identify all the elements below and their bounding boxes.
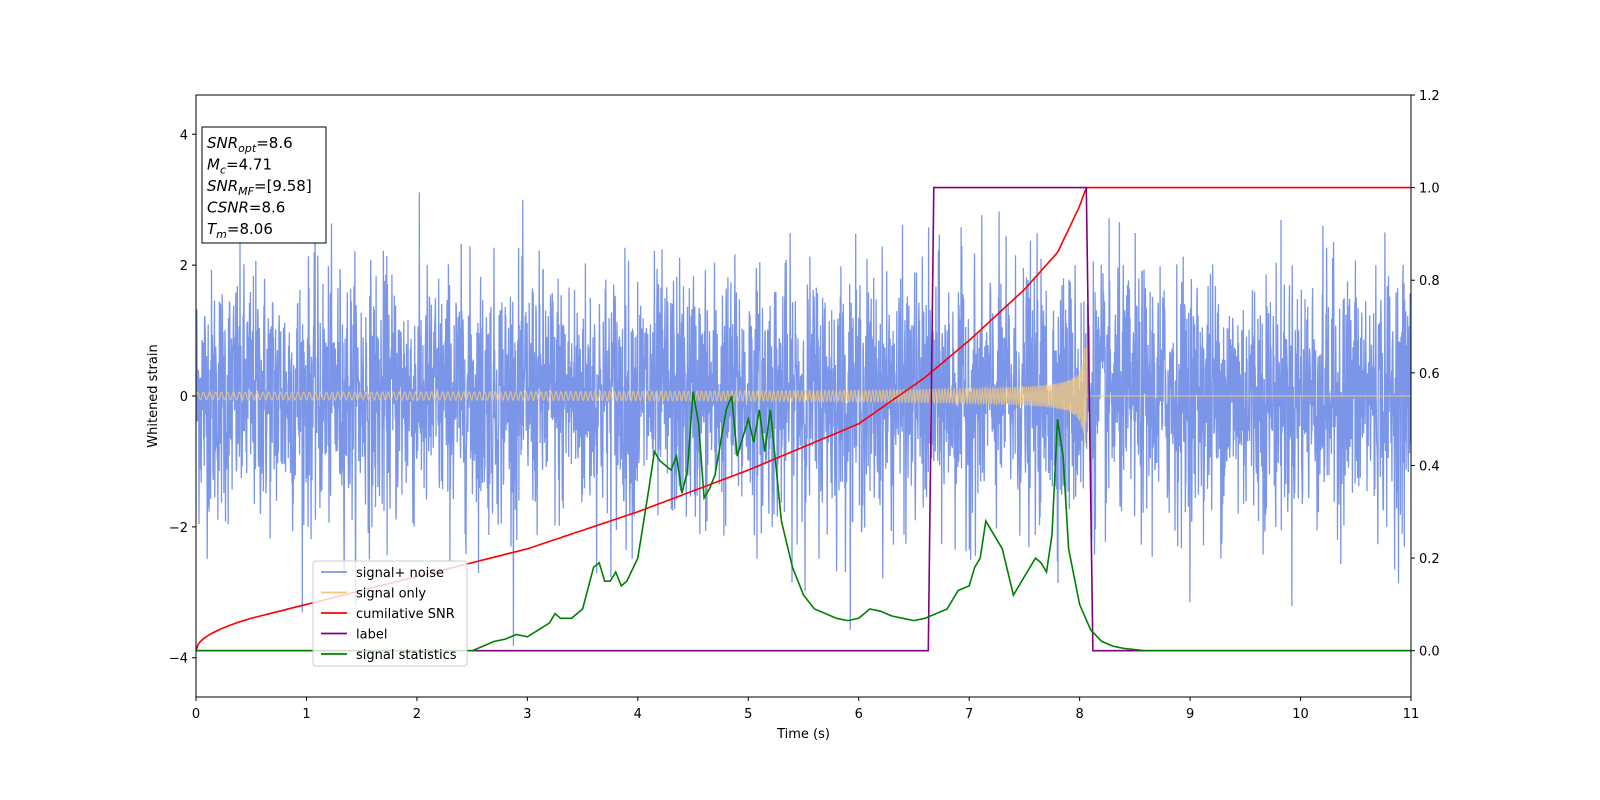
y-right-tick-label: 0.6 — [1419, 367, 1440, 382]
x-tick-label: 10 — [1292, 707, 1309, 722]
legend-frame — [312, 560, 468, 667]
y-right-tick-label: 1.2 — [1419, 89, 1440, 104]
legend-label: signal statistics — [356, 648, 457, 663]
x-tick-label: 8 — [1075, 707, 1083, 722]
info-box-frame — [201, 126, 327, 244]
x-tick-label: 6 — [855, 707, 863, 722]
y-left-tick-label: −2 — [169, 521, 188, 536]
y-left-tick-label: −4 — [169, 652, 188, 667]
x-tick-label: 4 — [634, 707, 642, 722]
legend-label: cumilative SNR — [356, 607, 455, 622]
y-left-tick-label: 2 — [180, 259, 188, 274]
legend-label: label — [356, 628, 387, 643]
y-left-tick-label: 4 — [180, 128, 188, 143]
y-axis-right: 1.2 1.0 0.8 0.6 0.4 0.2 0.0 — [1411, 89, 1440, 660]
x-tick-label: 2 — [413, 707, 421, 722]
series-signal-only-line — [196, 347, 1411, 447]
info-line: SNRopt=8.6 — [207, 134, 293, 155]
info-line: SNRMF=[9.58] — [207, 177, 312, 198]
y-right-tick-label: 0.0 — [1419, 645, 1440, 660]
y-right-tick-label: 1.0 — [1419, 182, 1440, 197]
y-left-tick-label: 0 — [180, 390, 188, 405]
legend-label: signal only — [356, 587, 426, 602]
y-axis-label: Whitened strain — [146, 344, 161, 447]
x-tick-label: 7 — [965, 707, 973, 722]
y-right-tick-label: 0.4 — [1419, 459, 1440, 474]
y-right-tick-label: 0.2 — [1419, 552, 1440, 567]
x-tick-label: 11 — [1403, 707, 1420, 722]
info-line: Tm=8.06 — [207, 220, 273, 241]
y-right-tick-label: 0.8 — [1419, 274, 1440, 289]
series-signal-noise-line — [196, 192, 1411, 647]
legend-label: signal+ noise — [356, 566, 444, 581]
x-tick-label: 0 — [192, 707, 200, 722]
x-axis-label: Time (s) — [776, 727, 830, 742]
x-tick-label: 5 — [744, 707, 752, 722]
x-axis: 0 1 2 3 4 5 6 7 8 9 10 11 — [192, 697, 1419, 722]
info-line: Mc=4.71 — [207, 156, 272, 177]
x-tick-label: 1 — [302, 707, 310, 722]
x-tick-label: 3 — [523, 707, 531, 722]
y-axis-left: 4 2 0 −2 −4 — [169, 128, 196, 667]
info-line: CSNR=8.6 — [207, 199, 285, 217]
series-signal-statistics-line — [196, 391, 1411, 652]
x-tick-label: 9 — [1186, 707, 1194, 722]
legend: signal+ noise signal only cumilative SNR la… — [312, 560, 468, 667]
